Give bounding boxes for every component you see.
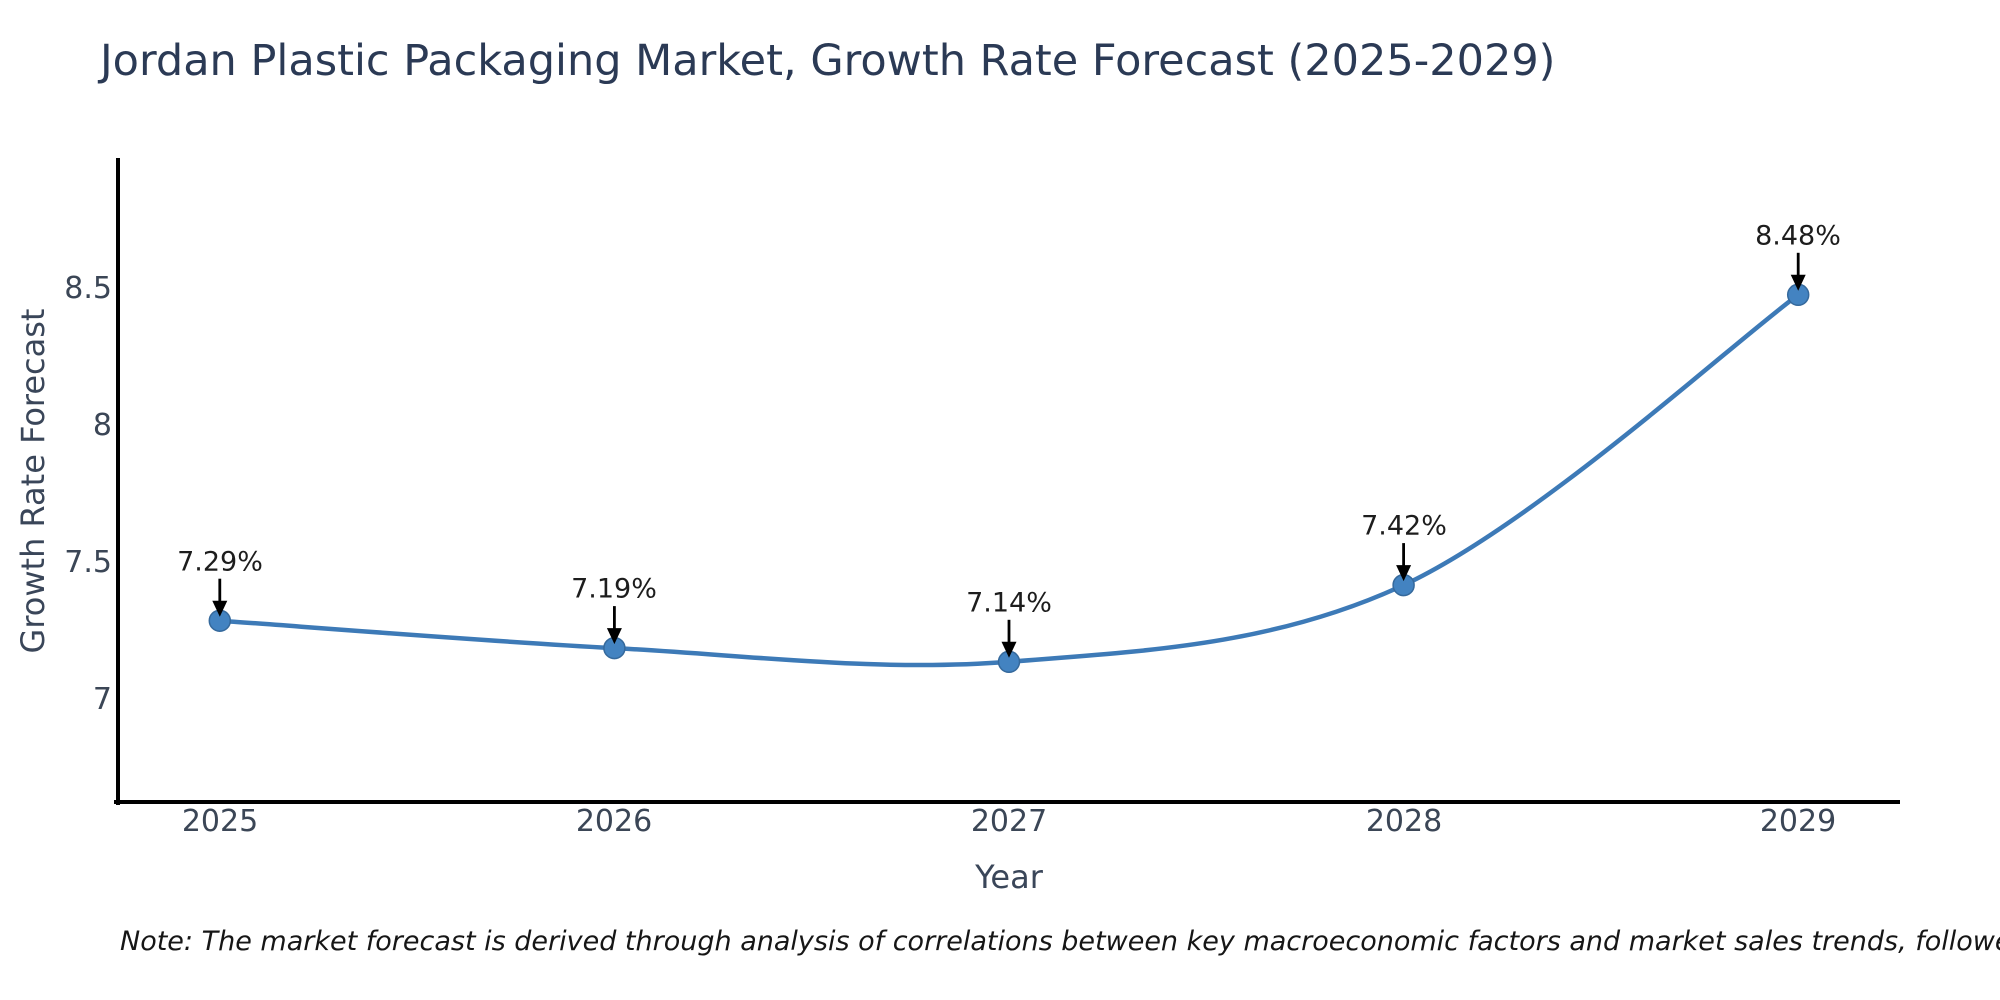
annotation-arrowhead-icon xyxy=(606,628,622,645)
x-tick-label: 2028 xyxy=(1365,804,1443,839)
data-point-annotation: 8.48% xyxy=(1755,220,1841,252)
x-tick-label: 2027 xyxy=(970,804,1048,839)
annotation-arrowhead-icon xyxy=(1790,274,1806,291)
data-point-annotation: 7.29% xyxy=(177,546,263,578)
x-axis-label: Year xyxy=(975,858,1043,896)
x-tick-label: 2029 xyxy=(1759,804,1837,839)
y-tick-label: 7.5 xyxy=(64,545,112,580)
chart-title: Jordan Plastic Packaging Market, Growth … xyxy=(100,36,1556,86)
annotation-arrowhead-icon xyxy=(1001,641,1017,658)
data-point-annotation: 7.14% xyxy=(966,587,1052,619)
data-point-annotation: 7.42% xyxy=(1361,510,1447,542)
y-tick-label: 8 xyxy=(92,408,112,443)
data-point-annotation: 7.19% xyxy=(571,573,657,605)
annotation-arrowhead-icon xyxy=(212,600,228,617)
y-tick-label: 7 xyxy=(92,682,112,717)
y-tick-label: 8.5 xyxy=(64,271,112,306)
x-tick-label: 2026 xyxy=(575,804,653,839)
x-tick-label: 2025 xyxy=(181,804,259,839)
annotation-arrowhead-icon xyxy=(1396,565,1412,582)
trend-line xyxy=(217,292,1801,668)
footnote: Note: The market forecast is derived thr… xyxy=(120,926,2000,957)
